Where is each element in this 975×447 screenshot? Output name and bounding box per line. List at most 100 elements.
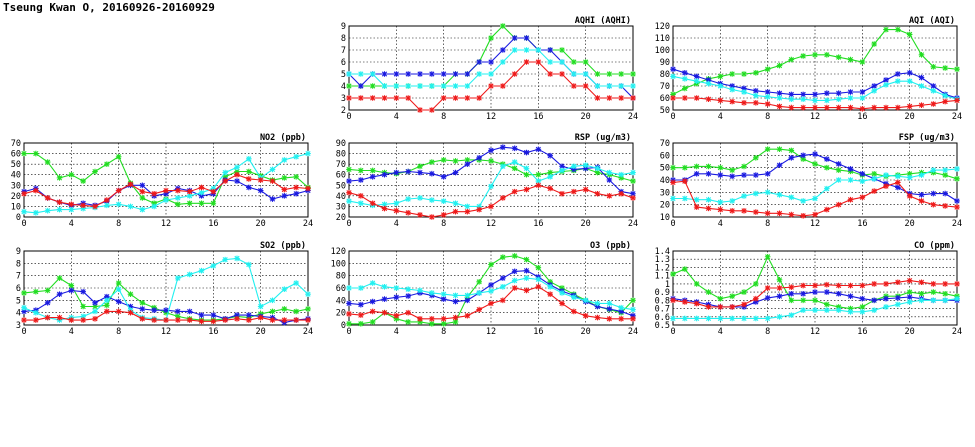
data-point-cyan [33, 309, 39, 316]
x-tick-label: 12 [161, 327, 171, 337]
data-point-cyan [440, 198, 447, 204]
data-point-blue [21, 308, 27, 315]
data-point-red [693, 204, 700, 210]
y-tick-label: 5 [341, 70, 346, 80]
data-point-red [606, 193, 613, 199]
data-point-red [954, 281, 960, 287]
data-point-red [346, 189, 352, 196]
data-point-red [753, 209, 759, 215]
data-point-red [895, 104, 901, 111]
data-point-green [717, 295, 724, 302]
data-point-cyan [369, 71, 376, 77]
data-point-red [788, 104, 795, 111]
data-point-red [139, 188, 146, 195]
data-point-green [346, 166, 352, 173]
data-point-blue [594, 303, 601, 310]
y-tick-label: 70 [11, 139, 21, 149]
data-point-green [776, 276, 783, 283]
data-point-cyan [906, 299, 913, 305]
y-tick-label: 60 [336, 284, 346, 294]
data-point-cyan [346, 198, 352, 204]
data-point-blue [547, 47, 553, 53]
y-tick-label: 0.9 [655, 288, 670, 298]
data-point-green [139, 300, 146, 306]
data-point-blue [954, 198, 960, 204]
data-point-blue [693, 73, 700, 80]
data-point-green [511, 165, 518, 172]
data-point-cyan [269, 166, 276, 173]
data-point-green [741, 71, 747, 77]
y-tick-label: 3 [16, 321, 21, 331]
data-point-red [764, 210, 771, 217]
data-point-green [717, 164, 724, 171]
data-point-green [764, 253, 771, 260]
x-tick-label: 12 [810, 219, 820, 229]
x-tick-label: 8 [441, 327, 446, 337]
data-point-red [175, 317, 181, 323]
y-tick-label: 9 [16, 247, 21, 257]
data-point-cyan [571, 163, 577, 170]
data-point-green [800, 297, 806, 304]
data-point-blue [682, 70, 688, 76]
data-point-red [104, 308, 110, 315]
data-point-cyan [705, 315, 712, 322]
data-point-cyan [741, 193, 747, 199]
y-tick-label: 20 [336, 309, 346, 319]
data-point-cyan [859, 309, 866, 315]
data-point-red [269, 317, 276, 323]
data-point-green [871, 41, 877, 47]
x-tick-label: 0 [21, 327, 26, 337]
data-point-red [246, 176, 252, 182]
data-point-red [582, 83, 589, 89]
x-tick-label: 12 [810, 112, 820, 122]
data-point-cyan [883, 82, 889, 88]
data-point-blue [198, 312, 205, 318]
data-point-red [464, 208, 471, 215]
data-point-cyan [464, 292, 471, 299]
data-point-cyan [346, 71, 352, 77]
data-point-cyan [942, 92, 948, 99]
data-point-cyan [234, 164, 240, 171]
data-point-cyan [606, 169, 613, 176]
y-tick-label: 40 [336, 192, 346, 202]
y-tick-label: 8 [341, 34, 346, 44]
data-point-red [476, 95, 482, 101]
x-tick-label: 4 [69, 327, 74, 337]
x-tick-label: 8 [441, 219, 446, 229]
data-point-blue [918, 74, 925, 81]
data-point-red [234, 171, 240, 178]
data-point-red [930, 281, 937, 287]
data-point-cyan [693, 78, 700, 84]
data-point-red [346, 95, 352, 101]
data-point-cyan [405, 83, 411, 89]
data-point-green [511, 253, 518, 259]
data-point-green [115, 153, 122, 160]
data-point-red [346, 311, 352, 317]
data-point-cyan [883, 304, 889, 310]
data-point-red [305, 317, 311, 323]
data-point-green [393, 316, 400, 322]
data-point-blue [488, 282, 494, 288]
data-point-cyan [895, 301, 901, 308]
data-point-cyan [198, 267, 205, 274]
data-point-red [358, 312, 364, 318]
data-point-blue [523, 149, 530, 156]
data-point-green [954, 66, 960, 72]
data-point-cyan [729, 315, 735, 322]
data-point-blue [186, 308, 193, 315]
data-point-blue [776, 162, 783, 168]
data-point-red [942, 98, 948, 105]
data-point-cyan [33, 209, 39, 216]
data-point-green [305, 306, 311, 312]
data-point-green [942, 290, 948, 297]
data-point-cyan [764, 94, 771, 100]
data-point-green [776, 62, 783, 69]
data-point-red [571, 188, 577, 195]
y-tick-label: 0.6 [655, 313, 670, 323]
y-tick-label: 50 [336, 181, 346, 191]
data-point-red [906, 277, 913, 284]
x-tick-label: 16 [533, 112, 543, 122]
data-point-cyan [847, 95, 854, 101]
data-point-cyan [476, 71, 482, 77]
data-point-blue [163, 190, 169, 197]
